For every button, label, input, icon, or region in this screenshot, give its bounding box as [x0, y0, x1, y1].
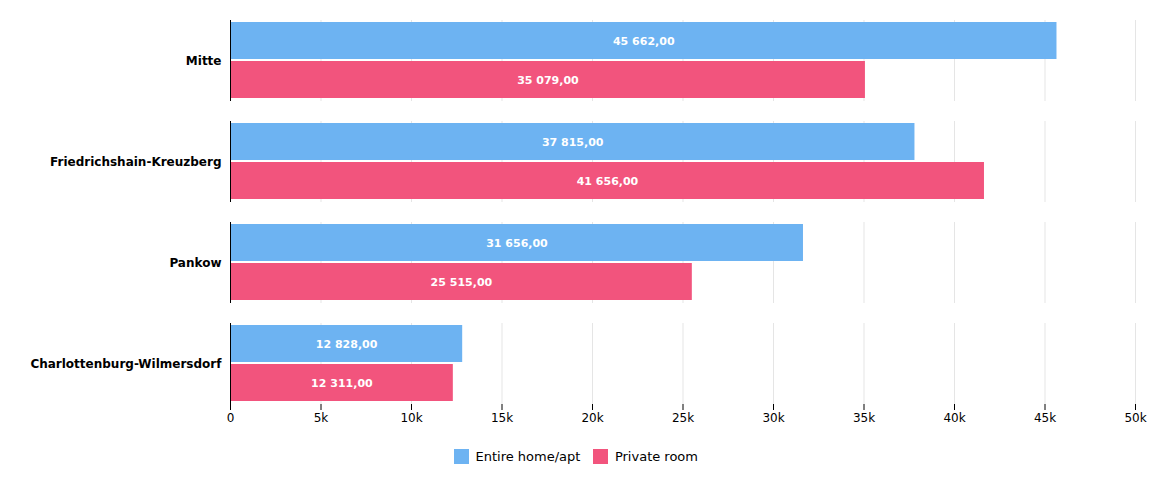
svg-text:35k: 35k [853, 411, 875, 425]
svg-text:25k: 25k [672, 411, 694, 425]
svg-text:Mitte: Mitte [186, 54, 222, 68]
svg-text:Pankow: Pankow [169, 256, 221, 270]
svg-text:31 656,00: 31 656,00 [486, 237, 548, 250]
svg-text:5k: 5k [314, 411, 329, 425]
svg-text:12 311,00: 12 311,00 [311, 377, 373, 390]
svg-text:15k: 15k [491, 411, 513, 425]
svg-text:41 656,00: 41 656,00 [577, 175, 639, 188]
svg-text:45 662,00: 45 662,00 [613, 35, 675, 48]
svg-text:0: 0 [227, 411, 235, 425]
html-text:Entire home/apt: Entire home/apt [475, 449, 581, 464]
svg-text:35 079,00: 35 079,00 [517, 74, 579, 87]
svg-text:40k: 40k [943, 411, 965, 425]
svg-text:12 828,00: 12 828,00 [316, 338, 378, 351]
svg-text:30k: 30k [762, 411, 784, 425]
svg-text:10k: 10k [400, 411, 422, 425]
svg-text:Friedrichshain-Kreuzberg: Friedrichshain-Kreuzberg [50, 155, 221, 169]
svg-text:25 515,00: 25 515,00 [431, 276, 493, 289]
html-text:Private room: Private room [614, 449, 698, 464]
svg-text:45k: 45k [1034, 411, 1056, 425]
svg-text:Charlottenburg-Wilmersdorf: Charlottenburg-Wilmersdorf [30, 357, 222, 371]
svg-text:50k: 50k [1124, 411, 1146, 425]
svg-text:37 815,00: 37 815,00 [542, 136, 604, 149]
svg-text:20k: 20k [581, 411, 603, 425]
